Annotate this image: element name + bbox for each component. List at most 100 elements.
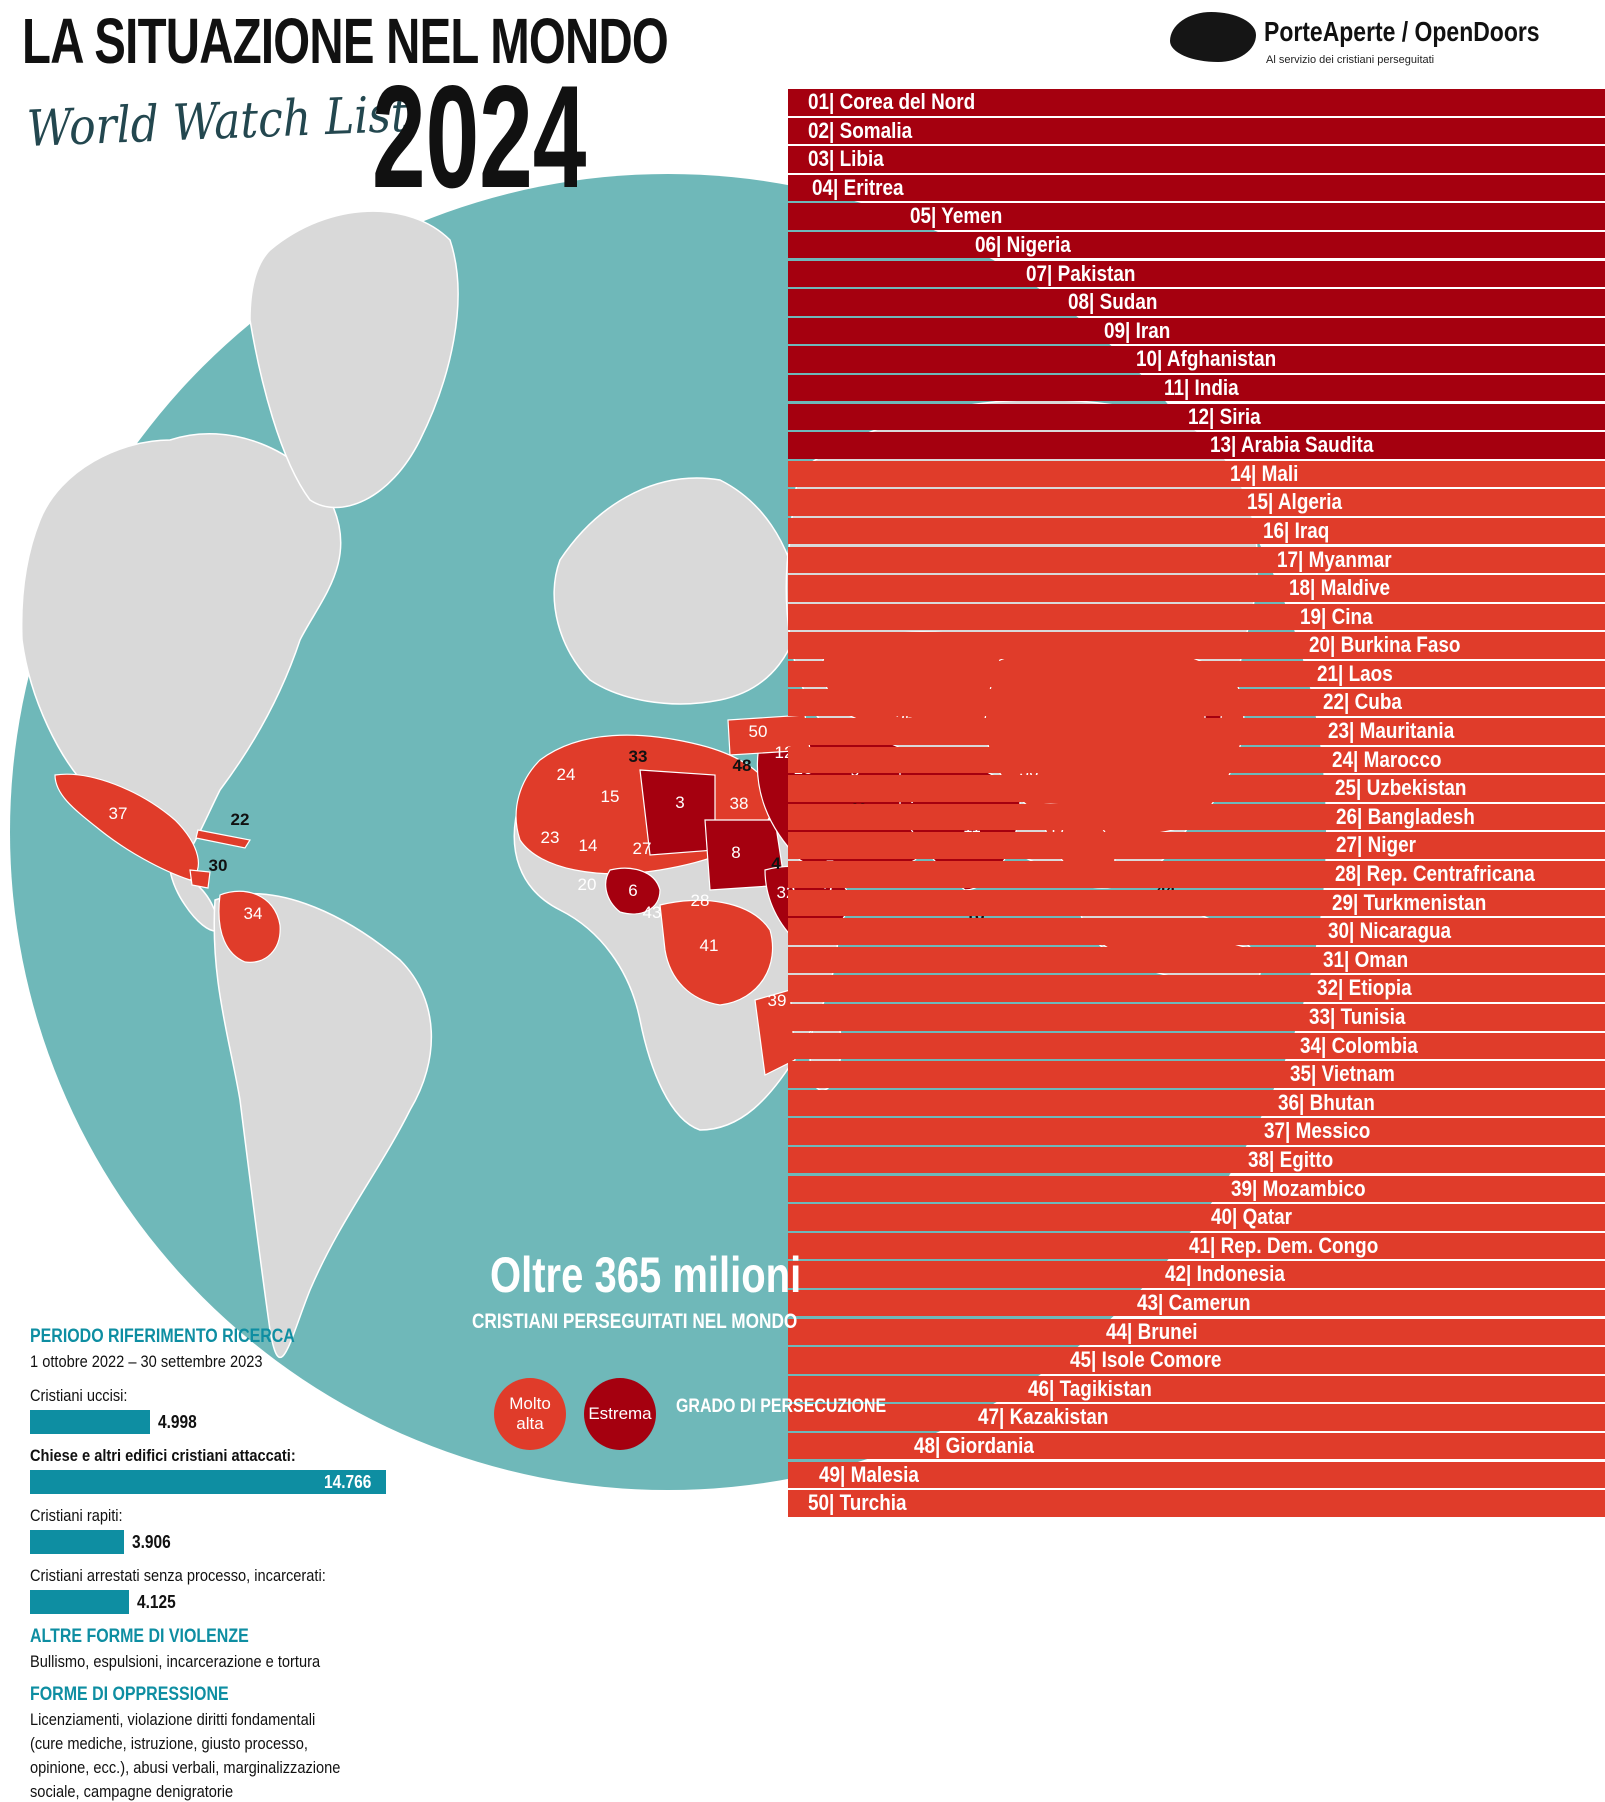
legend-very-high-label: Molto alta (509, 1394, 551, 1433)
ranking-label: 07| Pakistan (1026, 260, 1136, 286)
ranking-row: 14| Mali (788, 460, 1605, 488)
map-label: 15 (601, 787, 620, 806)
ranking-row: 40| Qatar (788, 1204, 1605, 1231)
ranking-label: 49| Malesia (818, 1461, 919, 1487)
ranking-label: 05| Yemen (910, 203, 1003, 229)
ranking-label: 21| Laos (1316, 660, 1393, 686)
stat-killed-label: Cristiani uccisi: (30, 1386, 128, 1405)
ranking-list: 01| Corea del Nord 02| Somalia 03| Libia 04… (788, 89, 1605, 1519)
ranking-label: 01| Corea del Nord (808, 89, 976, 114)
region-colombia (218, 890, 281, 963)
ranking-label: 38| Egitto (1248, 1146, 1334, 1172)
ranking-label: 36| Bhutan (1277, 1089, 1375, 1115)
ranking-row: 49| Malesia (788, 1461, 1605, 1488)
ranking-row: 09| Iran (788, 317, 1605, 345)
south-america-land (213, 893, 433, 1359)
ranking-label: 50| Turchia (808, 1490, 907, 1516)
ranking-label: 48| Giordania (914, 1432, 1034, 1458)
logo-emblem-icon (1170, 12, 1256, 62)
period-text: 1 ottobre 2022 – 30 settembre 2023 (30, 1352, 263, 1371)
north-america-land (20, 433, 342, 871)
ranking-row: 10| Afghanistan (788, 346, 1605, 373)
ranking-label: 39| Mozambico (1230, 1175, 1366, 1201)
map-label: 3 (675, 793, 684, 812)
ranking-label: 09| Iran (1104, 317, 1171, 343)
ranking-label: 41| Rep. Dem. Congo (1189, 1232, 1379, 1258)
map-label: 24 (557, 765, 576, 784)
region-mozambique (754, 989, 796, 1076)
map-label: 39 (768, 991, 787, 1010)
oppression-line-2: (cure mediche, istruzione, giusto proces… (30, 1734, 308, 1753)
map-label: 14 (579, 836, 598, 855)
stat-arrested-value: 4.125 (137, 1592, 176, 1612)
region-mexico (54, 773, 199, 881)
stat-churches-bar (30, 1470, 386, 1494)
map-label: 30 (209, 856, 228, 875)
violence-heading: ALTRE FORME DI VIOLENZE (30, 1626, 249, 1647)
ranking-label: 18| Maldive (1289, 575, 1391, 601)
ranking-row: 47| Kazakistan (788, 1404, 1605, 1431)
ranking-row: 21| Laos (788, 660, 1605, 688)
map-label: 50 (749, 722, 768, 741)
map-label: 38 (730, 794, 749, 813)
ranking-row: 25| Uzbekistan (788, 775, 1605, 802)
stat-churches-label: Chiese e altri edifici cristiani attacca… (30, 1446, 296, 1465)
ranking-row: 48| Giordania (788, 1432, 1605, 1460)
ranking-row: 29| Turkmenistan (788, 889, 1605, 917)
ranking-label: 17| Myanmar (1276, 546, 1392, 572)
ranking-row: 35| Vietnam (788, 1061, 1605, 1088)
ranking-row: 37| Messico (788, 1118, 1605, 1145)
central-america-land (169, 868, 221, 932)
ranking-label: 29| Turkmenistan (1332, 889, 1487, 915)
ranking-label: 08| Sudan (1068, 289, 1158, 315)
ranking-row: 20| Burkina Faso (788, 632, 1605, 659)
ranking-row: 15| Algeria (788, 489, 1605, 516)
ranking-label: 06| Nigeria (975, 231, 1072, 257)
ranking-row: 17| Myanmar (788, 546, 1605, 573)
ranking-label: 31| Oman (1323, 946, 1409, 972)
page-title: LA SITUAZIONE NEL MONDO (22, 5, 669, 77)
ranking-row: 41| Rep. Dem. Congo (788, 1232, 1605, 1260)
stat-churches-value: 14.766 (324, 1472, 372, 1492)
map-label: 41 (700, 936, 719, 955)
stat-kidnapped-bar (30, 1530, 124, 1554)
ranking-label: 44| Brunei (1105, 1318, 1198, 1344)
map-label: 23 (541, 828, 560, 847)
ranking-row: 13| Arabia Saudita (788, 432, 1605, 459)
ranking-row: 23| Mauritania (788, 718, 1605, 745)
ranking-label: 15| Algeria (1247, 489, 1343, 515)
headline-number: Oltre 365 milioni (490, 1247, 802, 1303)
greenland-land (249, 210, 459, 509)
ranking-row: 30| Nicaragua (788, 918, 1605, 945)
ranking-row: 27| Niger (788, 832, 1605, 859)
ranking-row: 19| Cina (788, 603, 1605, 631)
ranking-label: 37| Messico (1263, 1118, 1371, 1144)
map-label: 27 (633, 839, 652, 858)
region-central-africa (659, 899, 774, 1006)
ranking-label: 24| Marocco (1332, 746, 1442, 772)
map-label: 33 (629, 747, 648, 766)
ranking-row: 11| India (788, 374, 1605, 402)
ranking-label: 35| Vietnam (1289, 1061, 1395, 1087)
map-label: 37 (109, 804, 128, 823)
ranking-row: 32| Etiopia (788, 975, 1605, 1002)
ranking-label: 28| Rep. Centrafricana (1334, 861, 1535, 887)
stat-killed-bar (30, 1410, 150, 1434)
ranking-label: 20| Burkina Faso (1308, 632, 1461, 658)
ranking-label: 10| Afghanistan (1135, 346, 1277, 372)
ranking-label: 23| Mauritania (1328, 718, 1455, 744)
oppression-line-4: sociale, campagne denigratorie (30, 1782, 234, 1801)
ranking-row: 34| Colombia (788, 1032, 1605, 1060)
ranking-label: 33| Tunisia (1309, 1004, 1406, 1029)
ranking-row: 43| Camerun (788, 1289, 1605, 1317)
ranking-row: 38| Egitto (788, 1146, 1605, 1174)
opendoors-logo: PorteAperte / OpenDoors Al servizio dei … (1170, 10, 1590, 70)
ranking-row: 08| Sudan (788, 289, 1605, 316)
ranking-row: 02| Somalia (788, 117, 1605, 145)
ranking-label: 03| Libia (808, 146, 884, 172)
map-label: 43 (643, 903, 662, 922)
period-heading: PERIODO RIFERIMENTO RICERCA (30, 1326, 295, 1347)
ranking-label: 25| Uzbekistan (1334, 775, 1467, 801)
map-label: 48 (733, 756, 752, 775)
map-label: 28 (691, 891, 710, 910)
